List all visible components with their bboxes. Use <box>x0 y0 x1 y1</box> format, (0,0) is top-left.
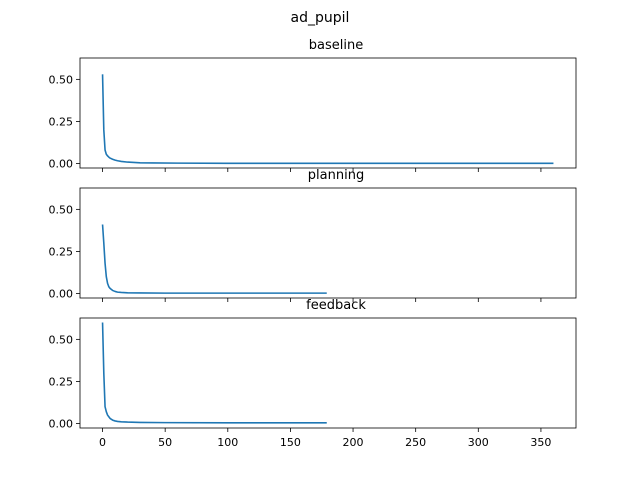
axes-frame <box>79 317 577 429</box>
axes-frame <box>79 187 577 299</box>
y-tick-label: 0.00 <box>49 287 74 300</box>
series-line-feedback <box>101 322 327 424</box>
y-tick-label: 0.25 <box>49 375 74 388</box>
subplot-feedback: 0.00 0.25 0.50 0 50 100 150 200 250 300 350 feedbac… <box>49 298 577 449</box>
x-tick-label: 350 <box>530 436 551 449</box>
series-line-baseline <box>101 74 554 165</box>
x-tick-label: 250 <box>405 436 426 449</box>
x-tick-label: 200 <box>343 436 364 449</box>
x-tick-label: 150 <box>280 436 301 449</box>
x-tick-label: 100 <box>217 436 238 449</box>
x-tick-label: 300 <box>468 436 489 449</box>
subplot-planning: 0.00 0.25 0.50 planning <box>49 168 577 302</box>
y-tick-label: 0.00 <box>49 417 74 430</box>
subplot-title: baseline <box>309 38 363 53</box>
subplot-baseline: 0.00 0.25 0.50 baseline <box>49 38 577 172</box>
figure-suptitle: ad_pupil <box>291 10 350 26</box>
series-line-planning <box>101 224 327 294</box>
subplot-title: planning <box>308 168 364 183</box>
y-tick-label: 0.50 <box>49 203 74 216</box>
y-tick-label: 0.25 <box>49 245 74 258</box>
y-tick-label: 0.00 <box>49 157 74 170</box>
x-tick-label: 50 <box>158 436 172 449</box>
x-tick-label: 0 <box>99 436 106 449</box>
subplot-title: feedback <box>306 298 366 313</box>
y-tick-label: 0.25 <box>49 115 74 128</box>
axes-frame <box>79 57 577 169</box>
y-tick-label: 0.50 <box>49 73 74 86</box>
y-tick-label: 0.50 <box>49 333 74 346</box>
